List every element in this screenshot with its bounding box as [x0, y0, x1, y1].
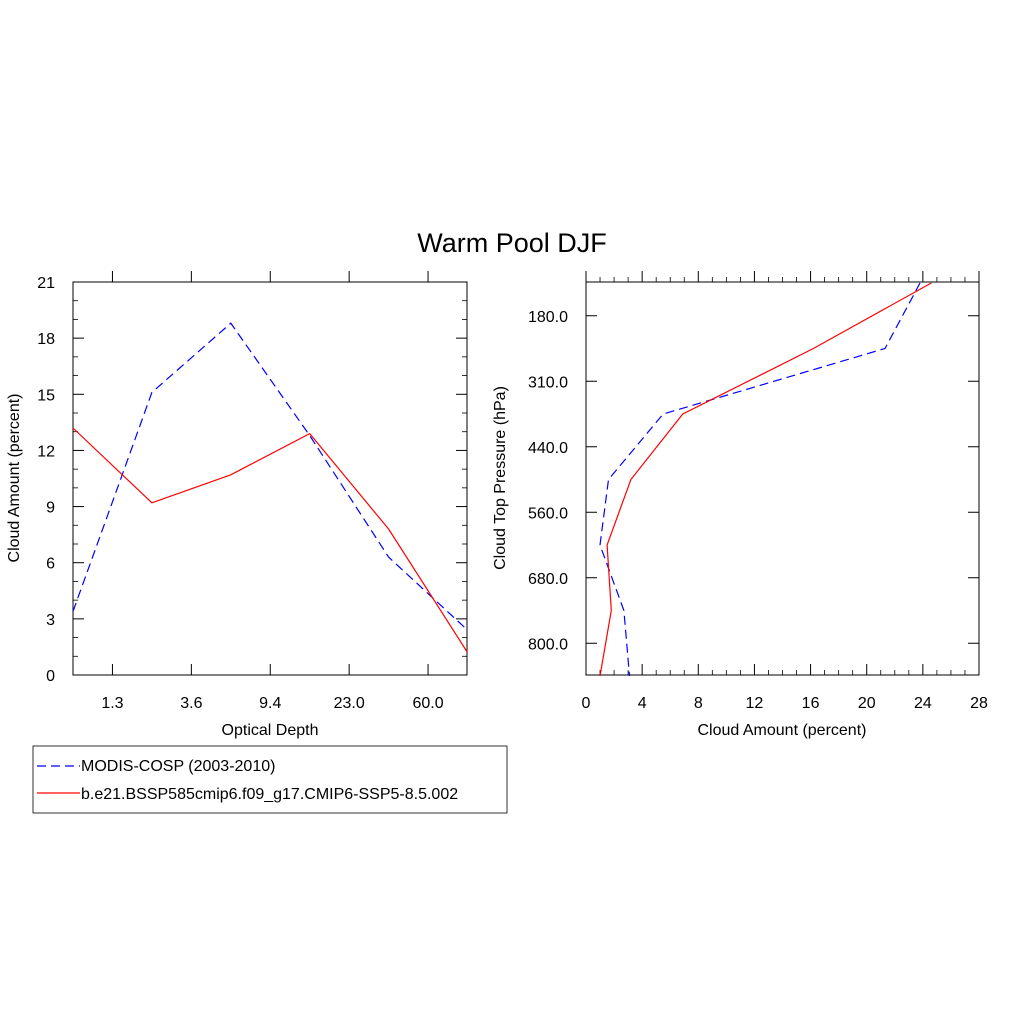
legend-label-model: b.e21.BSSP585cmip6.f09_g17.CMIP6-SSP5-8.…	[81, 786, 458, 803]
left-grid-ticks: 0 3 6 9 12 15 18 21 1.3 3.6 9.4 23.0 60.0	[37, 271, 467, 712]
left-x-axis-label: Optical Depth	[222, 722, 319, 739]
left-y-tick-label: 0	[46, 668, 55, 685]
left-series-model-line	[72, 427, 469, 653]
left-y-tick-label: 18	[37, 331, 55, 348]
right-y-tick-label: 440.0	[528, 440, 568, 457]
left-series-group	[72, 322, 469, 653]
left-y-tick-label: 6	[46, 556, 55, 573]
right-plot-frame	[585, 281, 980, 676]
left-y-tick-label: 3	[46, 612, 55, 629]
left-x-tick-label: 1.3	[101, 695, 123, 712]
right-x-tick-label: 4	[638, 695, 647, 712]
left-x-tick-label: 3.6	[180, 695, 202, 712]
right-y-tick-label: 560.0	[528, 505, 568, 522]
right-series-group	[599, 282, 932, 677]
right-y-tick-label: 800.0	[528, 636, 568, 653]
left-y-tick-label: 9	[46, 500, 55, 517]
left-y-tick-label: 15	[37, 387, 55, 404]
left-y-tick-label: 12	[37, 443, 55, 460]
right-grid-ticks: 0 4 8 12 16 20 24 28 180.0 310.0 440.0 560.0 680.0 80…	[528, 271, 988, 712]
right-x-tick-label: 24	[914, 695, 932, 712]
right-series-model-line	[599, 282, 932, 677]
right-x-tick-label: 16	[802, 695, 820, 712]
right-series-modis-line	[599, 282, 921, 677]
right-x-tick-label: 8	[694, 695, 703, 712]
figure-title: Warm Pool DJF	[417, 228, 607, 258]
right-x-tick-label: 12	[746, 695, 764, 712]
left-chart: 0 3 6 9 12 15 18 21 1.3 3.6 9.4 23.0 60.0 Optical De…	[6, 271, 469, 739]
right-y-tick-label: 310.0	[528, 374, 568, 391]
right-x-tick-label: 0	[582, 695, 591, 712]
left-x-tick-label: 9.4	[259, 695, 281, 712]
right-chart: 0 4 8 12 16 20 24 28 180.0 310.0 440.0 560.0 680.0 80…	[492, 271, 988, 739]
legend: MODIS-COSP (2003-2010) b.e21.BSSP585cmip…	[32, 745, 508, 814]
right-y-tick-label: 680.0	[528, 571, 568, 588]
right-x-tick-label: 20	[858, 695, 876, 712]
left-plot-frame	[72, 281, 468, 676]
left-x-tick-label: 60.0	[412, 695, 443, 712]
right-y-axis-label: Cloud Top Pressure (hPa)	[492, 386, 509, 570]
left-y-axis-label: Cloud Amount (percent)	[6, 394, 23, 563]
right-x-axis-label: Cloud Amount (percent)	[698, 722, 867, 739]
right-x-tick-label: 28	[970, 695, 988, 712]
left-x-tick-label: 23.0	[334, 695, 365, 712]
left-y-tick-label: 21	[37, 275, 55, 292]
legend-label-modis: MODIS-COSP (2003-2010)	[81, 758, 275, 775]
left-series-modis-line	[72, 322, 468, 631]
legend-box	[32, 745, 508, 814]
right-y-tick-label: 180.0	[528, 309, 568, 326]
